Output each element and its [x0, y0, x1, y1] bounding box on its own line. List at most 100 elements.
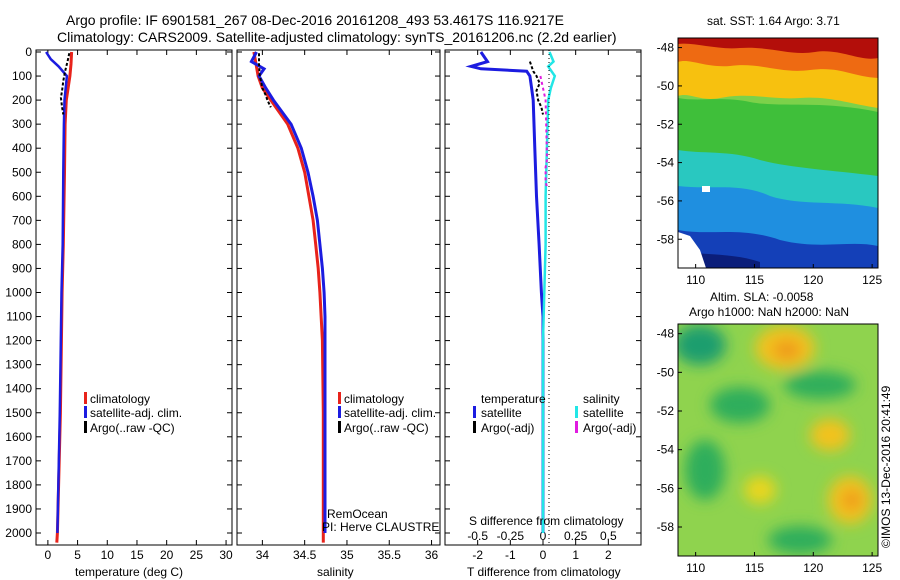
- legend-title-temperature: temperature: [481, 392, 546, 406]
- salinity-series: [249, 51, 327, 543]
- map-x-tick-label: 110: [686, 273, 705, 287]
- map-y-tick-label: -54: [657, 156, 675, 170]
- sla-title-2: Argo h1000: NaN h2000: NaN: [689, 305, 849, 319]
- map-y-tick-label: -50: [657, 365, 675, 379]
- difference-series: [465, 51, 557, 533]
- sla-low: [685, 440, 725, 500]
- x-tick-label: -2: [472, 548, 483, 562]
- map-x-tick-label: 115: [745, 273, 764, 287]
- x-tick-label: 35.5: [378, 548, 402, 562]
- map-y-tick-label: -48: [657, 327, 675, 341]
- sla-low: [768, 526, 832, 554]
- map-y-tick-label: -54: [657, 443, 675, 457]
- sst-axis-ticks: 110 115 120 125 -48 -50 -52 -54 -56 -58: [657, 41, 883, 287]
- x-tick-label: 1: [572, 548, 579, 562]
- depth-axis: 0 100 200 300 400 500 600 700 800 900 1000 1100 1200…: [5, 45, 641, 540]
- depth-tick-label: 700: [12, 213, 32, 227]
- depth-tick-label: 1700: [5, 454, 32, 468]
- map-y-tick-label: -56: [657, 481, 675, 495]
- legend-swatch-argo: [338, 421, 341, 433]
- depth-tick-label: 2000: [5, 526, 32, 540]
- remocean-annotation: RemOcean: [327, 507, 388, 521]
- x-tick-label: 10: [101, 548, 115, 562]
- legend-swatch-satellite: [338, 406, 341, 418]
- temperature-legend: climatology satellite-adj. clim. Argo(..…: [84, 392, 182, 435]
- depth-tick-label: 1600: [5, 430, 32, 444]
- sla-low: [784, 371, 856, 399]
- t-difference-xlabel: T difference from climatology: [467, 565, 621, 579]
- depth-tick-label: 400: [12, 141, 32, 155]
- depth-tick-label: 1200: [5, 334, 32, 348]
- s-difference-label: S difference from climatology: [469, 514, 624, 528]
- legend-label: satellite-adj. clim.: [344, 406, 436, 420]
- salinity-x-axis: 34 34.5 35 35.5 36: [256, 50, 439, 562]
- legend-label: Argo(..raw -QC): [90, 421, 175, 435]
- series-line: [59, 52, 71, 115]
- x-tick-label: 15: [130, 548, 144, 562]
- depth-tick-label: 1900: [5, 502, 32, 516]
- x-tick-label: -1: [505, 548, 516, 562]
- series-line: [539, 75, 548, 187]
- map-y-tick-label: -58: [657, 232, 675, 246]
- difference-legend: temperature salinity satellite Argo(-adj…: [473, 392, 636, 435]
- x-tick-label: 36: [425, 548, 439, 562]
- sst-heatmap: [678, 38, 878, 268]
- map-x-tick-label: 120: [803, 273, 823, 287]
- series-line: [541, 51, 557, 533]
- x-tick-label: 20: [160, 548, 174, 562]
- depth-tick-label: 200: [12, 93, 32, 107]
- sst-missing-data: [678, 232, 706, 268]
- x-tick-label: 25: [190, 548, 204, 562]
- legend-swatch-t-argo: [473, 421, 476, 433]
- pi-annotation: PI: Herve CLAUSTRE: [322, 520, 439, 534]
- legend-swatch-s-argo: [575, 421, 578, 433]
- series-line: [528, 61, 544, 115]
- sst-title: sat. SST: 1.64 Argo: 3.71: [707, 14, 840, 28]
- legend-swatch-t-satellite: [473, 406, 476, 418]
- depth-tick-label: 1100: [6, 310, 32, 324]
- map-y-tick-label: -48: [657, 41, 675, 55]
- legend-label: satellite-adj. clim.: [90, 406, 182, 420]
- legend-swatch-climatology: [84, 392, 87, 404]
- depth-tick-label: 300: [12, 117, 32, 131]
- x-tick-label: 34: [256, 548, 270, 562]
- legend-swatch-s-satellite: [575, 406, 578, 418]
- map-y-tick-label: -50: [657, 79, 675, 93]
- depth-tick-label: 900: [12, 261, 32, 275]
- depth-tick-label: 600: [12, 189, 32, 203]
- temperature-xlabel: temperature (deg C): [75, 565, 183, 579]
- temperature-axes: [35, 49, 233, 546]
- legend-label: Argo(-adj): [583, 421, 636, 435]
- series-line: [465, 51, 545, 533]
- sla-peak: [773, 340, 801, 360]
- s-tick-label: -0.5: [467, 529, 488, 543]
- sst-missing-data: [702, 186, 710, 192]
- temperature-series: [45, 51, 74, 543]
- map-x-tick-label: 125: [862, 273, 882, 287]
- series-line: [45, 51, 69, 534]
- map-y-tick-label: -58: [657, 520, 675, 534]
- map-x-tick-label: 110: [686, 561, 705, 575]
- title-line-2: Climatology: CARS2009. Satellite-adjuste…: [57, 29, 617, 45]
- sla-heatmap: [678, 324, 878, 556]
- sst-red-band: [678, 38, 878, 59]
- depth-tick-label: 100: [12, 69, 32, 83]
- depth-tick-label: 1300: [5, 358, 32, 372]
- sla-peak: [842, 490, 862, 510]
- depth-tick-label: 1400: [5, 382, 32, 396]
- imos-timestamp: ©IMOS 13-Dec-2016 20:41:49: [879, 385, 893, 548]
- legend-swatch-satellite: [84, 406, 87, 418]
- depth-tick-label: 800: [12, 237, 32, 251]
- map-y-tick-label: -52: [657, 117, 675, 131]
- sla-axis-ticks: 110 115 120 125 -48 -50 -52 -54 -56 -58: [657, 327, 883, 575]
- sla-high: [810, 419, 850, 451]
- x-tick-label: 5: [74, 548, 81, 562]
- legend-label: Argo(..raw -QC): [344, 421, 429, 435]
- legend-label: satellite: [481, 406, 522, 420]
- legend-label: climatology: [90, 392, 150, 406]
- sla-low: [710, 387, 770, 423]
- map-y-tick-label: -52: [657, 404, 675, 418]
- legend-label: Argo(-adj): [481, 421, 534, 435]
- map-x-tick-label: 115: [745, 561, 764, 575]
